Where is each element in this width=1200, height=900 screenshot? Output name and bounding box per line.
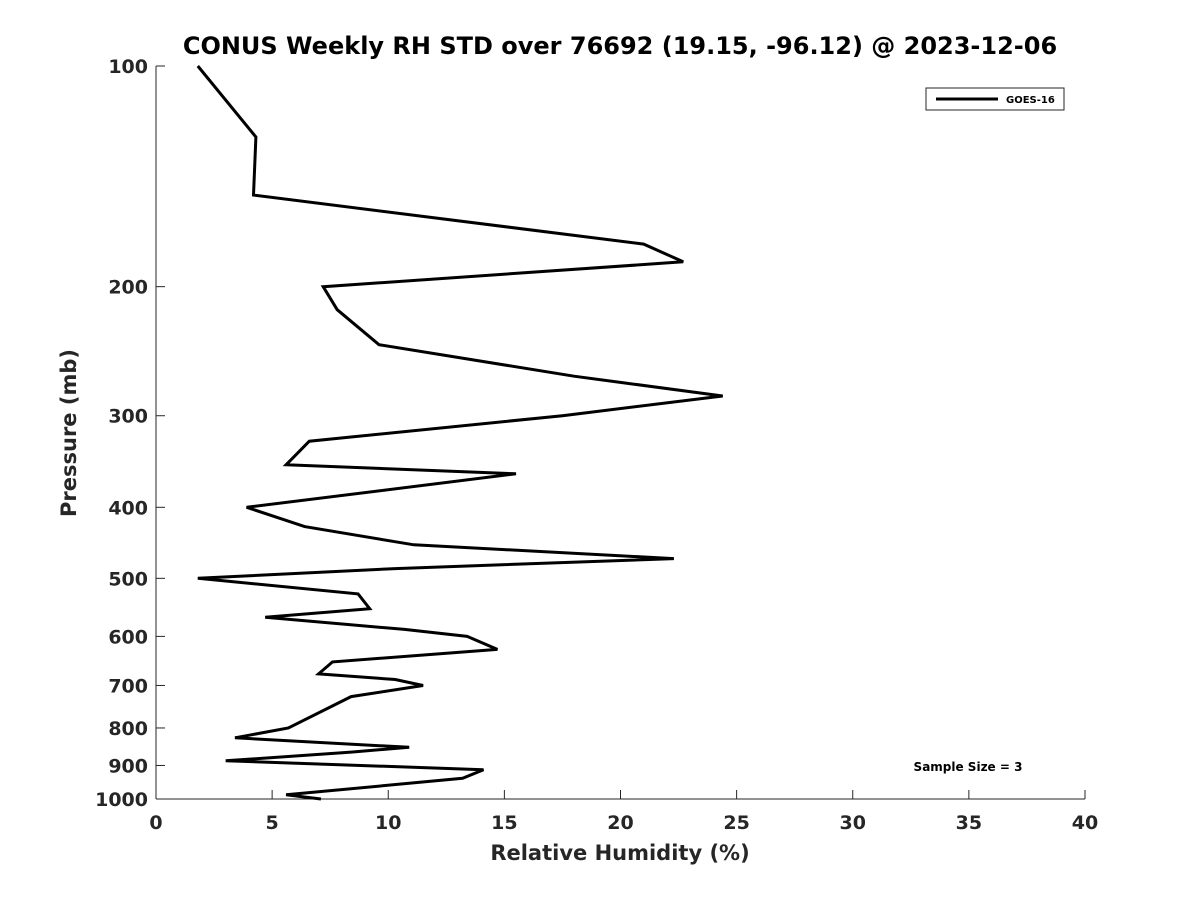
y-tick-label: 900 — [108, 755, 148, 777]
x-tick-label: 5 — [266, 812, 279, 834]
x-tick-label: 15 — [491, 812, 517, 834]
y-tick-label: 100 — [108, 56, 148, 78]
legend: GOES-16 — [925, 87, 1065, 111]
x-tick-label: 40 — [1072, 812, 1098, 834]
y-axis-label: Pressure (mb) — [57, 349, 81, 517]
y-tick-label: 600 — [108, 626, 148, 648]
x-tick-label: 25 — [723, 812, 749, 834]
chart-title: CONUS Weekly RH STD over 76692 (19.15, -… — [183, 32, 1057, 60]
y-tick-label: 500 — [108, 568, 148, 590]
y-tick-label: 700 — [108, 675, 148, 697]
sample-size-annotation: Sample Size = 3 — [914, 760, 1023, 774]
y-tick-label: 300 — [108, 406, 148, 428]
y-tick-label: 1000 — [95, 789, 148, 811]
x-tick-label: 0 — [149, 812, 162, 834]
x-tick-label: 10 — [375, 812, 401, 834]
y-tick-label: 800 — [108, 718, 148, 740]
x-tick-label: 20 — [607, 812, 633, 834]
y-tick-label: 400 — [108, 497, 148, 519]
x-axis-label: Relative Humidity (%) — [490, 841, 749, 865]
y-tick-label: 200 — [108, 277, 148, 299]
series-line-goes-16 — [196, 65, 723, 801]
x-tick-label: 30 — [840, 812, 866, 834]
series-layer — [196, 65, 723, 801]
axes: 0 5 10 15 20 25 30 35 40 100 200 300 400 500 600 700 800… — [95, 56, 1098, 834]
x-tick-label: 35 — [956, 812, 982, 834]
legend-label: GOES-16 — [1006, 95, 1055, 106]
